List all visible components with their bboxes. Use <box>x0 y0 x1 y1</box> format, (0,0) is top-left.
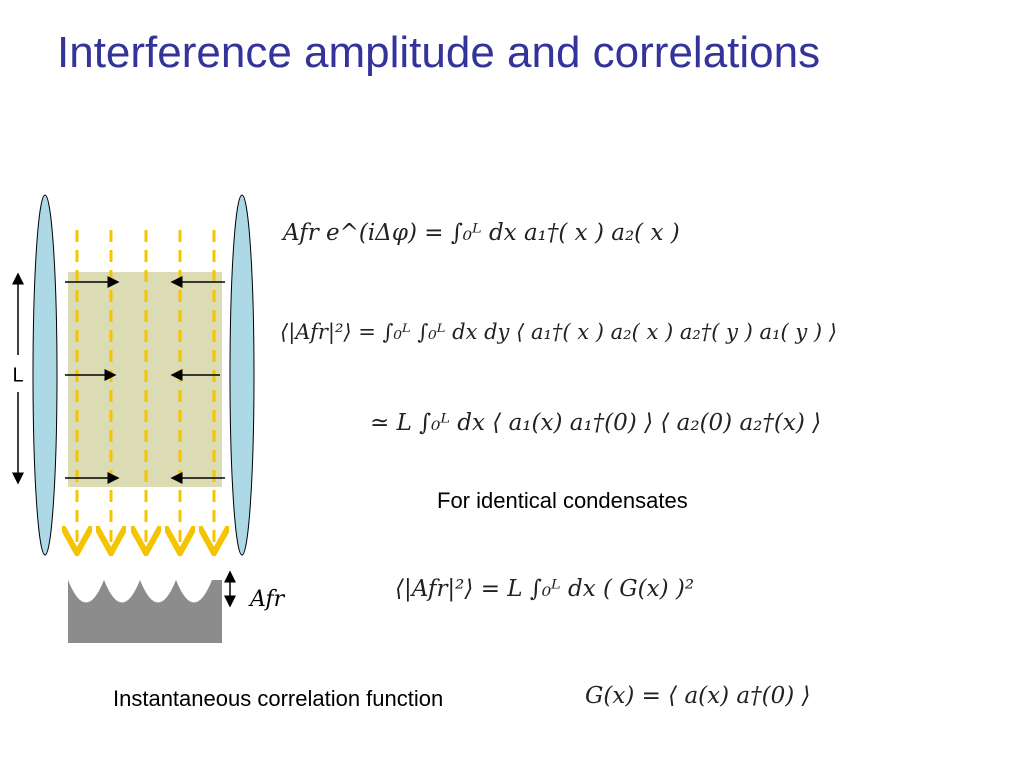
slide-title: Interference amplitude and correlations <box>57 28 821 77</box>
lens <box>229 194 255 556</box>
equation: ⟨|Afr|²⟩ = ∫₀ᴸ ∫₀ᴸ dx dy ⟨ a₁†( x ) a₂( … <box>280 320 837 344</box>
lens <box>32 194 58 556</box>
caption: Instantaneous correlation function <box>113 686 444 711</box>
amplitude-label: Afr <box>248 587 286 612</box>
equation: ⟨|Afr|²⟩ = L ∫₀ᴸ dx ( G(x) )² <box>395 576 695 602</box>
equation: Afr e^(iΔφ) = ∫₀ᴸ dx a₁†( x ) a₂( x ) <box>283 220 680 246</box>
equation: ≃ L ∫₀ᴸ dx ⟨ a₁(x) a₁†(0) ⟩ ⟨ a₂(0) a₂†(… <box>370 410 822 436</box>
equation: G(x) = ⟨ a(x) a†(0) ⟩ <box>585 683 811 709</box>
arrows <box>12 272 236 608</box>
length-label: L <box>12 364 23 386</box>
fringes <box>68 580 222 643</box>
beams <box>77 230 214 550</box>
diagram: L Afr <box>12 194 286 643</box>
note: For identical condensates <box>437 488 688 513</box>
